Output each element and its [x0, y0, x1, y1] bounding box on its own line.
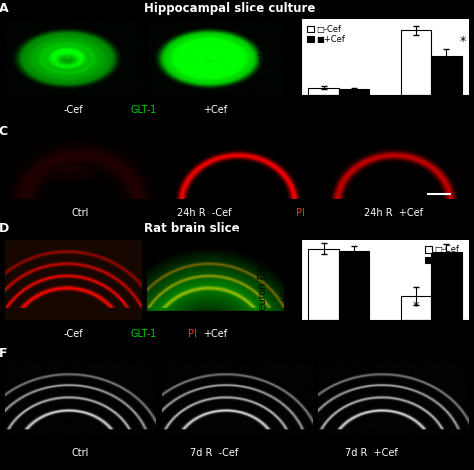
Bar [309, 249, 339, 320]
Text: +Cef: +Cef [202, 104, 227, 115]
Legend: □-Cef, ■+Cef: □-Cef, ■+Cef [423, 243, 465, 266]
Text: Ctrl: Ctrl [72, 448, 89, 458]
Y-axis label: PI uptake: PI uptake [258, 34, 268, 80]
Text: E: E [230, 230, 238, 243]
Text: D: D [0, 222, 9, 235]
Text: Hippocampal slice culture: Hippocampal slice culture [144, 2, 315, 15]
Bar [401, 30, 431, 95]
Text: *: * [460, 35, 466, 48]
Text: 7d R  -Cef: 7d R -Cef [190, 448, 238, 458]
Bar [339, 89, 369, 95]
Text: Ctrl: Ctrl [72, 208, 89, 218]
Text: Rat brain slice: Rat brain slice [144, 222, 239, 235]
Legend: □-Cef, ■+Cef: □-Cef, ■+Cef [305, 23, 347, 46]
Text: PI: PI [189, 329, 197, 339]
Text: GLT-1: GLT-1 [131, 104, 157, 115]
Bar [431, 56, 462, 95]
Text: -Cef: -Cef [63, 104, 83, 115]
Text: A: A [0, 2, 9, 15]
Text: -Cef: -Cef [63, 329, 83, 339]
Text: +Cef: +Cef [202, 329, 227, 339]
Text: GLT-1: GLT-1 [131, 329, 157, 339]
Bar [431, 252, 462, 320]
Text: *: * [413, 300, 419, 313]
Text: C: C [0, 125, 8, 138]
Text: PI: PI [296, 208, 305, 218]
Text: 24h R  +Cef: 24h R +Cef [365, 208, 423, 218]
Text: B: B [250, 9, 260, 23]
Text: 7d R  +Cef: 7d R +Cef [345, 448, 398, 458]
Y-axis label: Neuron Density: Neuron Density [258, 242, 268, 318]
Text: F: F [0, 347, 7, 360]
Bar [339, 251, 369, 320]
Text: 24h R  -Cef: 24h R -Cef [177, 208, 231, 218]
Bar [309, 88, 339, 95]
Bar [401, 296, 431, 320]
